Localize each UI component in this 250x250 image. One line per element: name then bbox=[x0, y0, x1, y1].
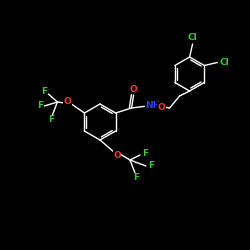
Text: O: O bbox=[64, 98, 71, 106]
Text: Cl: Cl bbox=[188, 34, 198, 42]
Text: F: F bbox=[142, 150, 148, 158]
Text: Cl: Cl bbox=[220, 58, 229, 67]
Text: F: F bbox=[133, 174, 139, 182]
Text: F: F bbox=[48, 116, 54, 124]
Text: O: O bbox=[113, 150, 121, 160]
Text: O: O bbox=[158, 102, 166, 112]
Text: F: F bbox=[37, 102, 44, 110]
Text: F: F bbox=[148, 162, 154, 170]
Text: O: O bbox=[130, 85, 138, 94]
Text: NH: NH bbox=[145, 100, 160, 110]
Text: F: F bbox=[41, 88, 48, 96]
